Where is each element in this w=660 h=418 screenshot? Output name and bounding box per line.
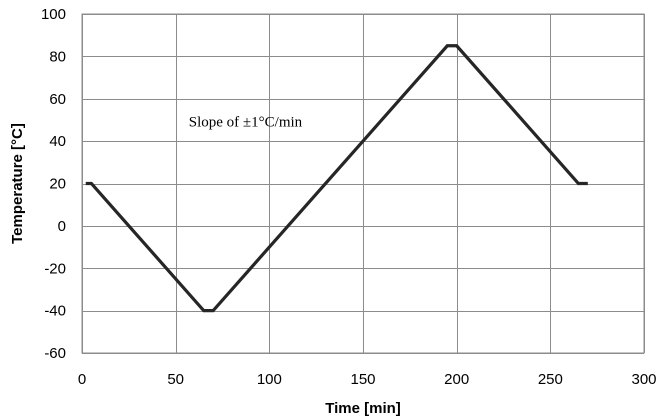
y-tick-label: 60 <box>49 91 66 108</box>
grid <box>82 14 645 354</box>
series-layer <box>85 44 588 313</box>
y-tick-label: 0 <box>58 218 66 235</box>
x-tick-label: 0 <box>78 371 86 388</box>
x-tick-label: 50 <box>167 371 184 388</box>
slope-annotation: Slope of ±1°C/min <box>189 114 303 130</box>
x-axis-ticks: 0 50 100 150 200 250 300 <box>78 371 657 388</box>
plot-area <box>81 13 645 354</box>
x-tick-label: 150 <box>350 371 375 388</box>
y-tick-label: -60 <box>44 345 66 362</box>
x-tick-label: 200 <box>444 371 469 388</box>
y-tick-label: -20 <box>44 260 66 277</box>
x-tick-label: 100 <box>257 371 282 388</box>
y-tick-label: 100 <box>41 6 66 23</box>
y-axis-title: Temperature [°C] <box>9 123 26 244</box>
annotations: Slope of ±1°C/min <box>189 114 303 130</box>
x-axis-title: Time [min] <box>325 400 401 417</box>
y-tick-label: 80 <box>49 48 66 65</box>
y-axis-ticks: -60 -40 -20 0 20 40 60 80 100 <box>41 6 66 362</box>
series-line <box>85 44 588 313</box>
y-tick-label: 20 <box>49 176 66 193</box>
y-tick-label: -40 <box>44 303 66 320</box>
x-tick-label: 300 <box>631 371 656 388</box>
y-tick-label: 40 <box>49 133 66 150</box>
x-tick-label: 250 <box>538 371 563 388</box>
